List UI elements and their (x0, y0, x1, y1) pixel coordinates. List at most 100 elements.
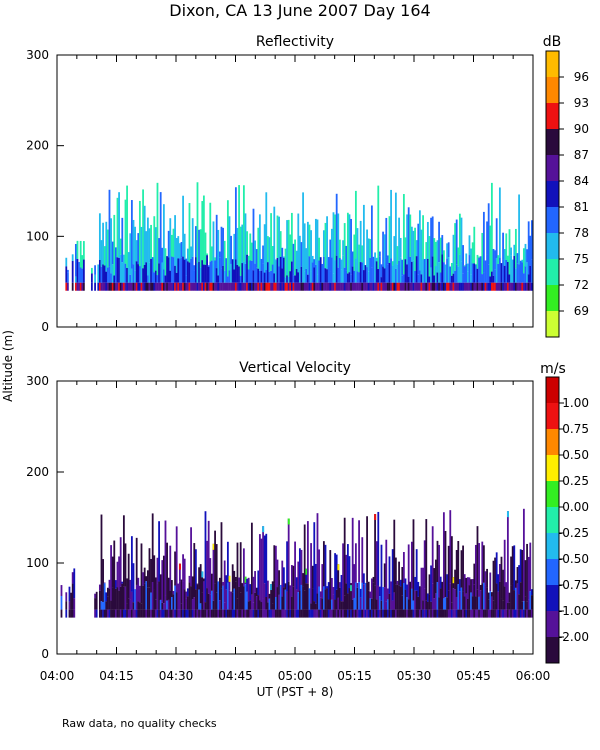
reflectivity-echo-column (321, 263, 324, 291)
reflectivity-echo-column (114, 247, 117, 291)
velocity-echo-column (153, 555, 156, 618)
y-axis-label: Altitude (m) (1, 330, 15, 402)
reflectivity-echo-column (226, 200, 229, 291)
velocity-colorbar-swatch (546, 507, 559, 533)
velocity-echo-column (511, 546, 514, 618)
reflectivity-echo-column (369, 239, 372, 291)
figure-title: Dixon, CA 13 June 2007 Day 164 (169, 1, 430, 20)
velocity-echo-column (199, 564, 202, 618)
velocity-echo-column (186, 588, 189, 618)
reflectivity-echo-column (214, 257, 216, 291)
velocity-echo-column (254, 571, 256, 618)
reflectivity-echo-column (356, 228, 359, 291)
reflectivity-echo-column (118, 192, 120, 291)
reflectivity-echo-column (494, 250, 496, 291)
reflectivity-echo-column (521, 259, 524, 291)
reflectivity-echo-column (287, 219, 290, 291)
reflectivity-echo-column (297, 213, 300, 291)
reflectivity-echo-column (425, 242, 428, 291)
reflectivity-echo-column (386, 255, 389, 291)
velocity-y-tick-label: 300 (26, 374, 49, 388)
velocity-echo-column (500, 556, 503, 618)
velocity-echo-column (498, 564, 501, 618)
reflectivity-echo-column (175, 237, 178, 291)
reflectivity-echo-column (65, 257, 68, 291)
reflectivity-echo-column (206, 253, 208, 291)
velocity-colorbar-frame (545, 376, 560, 664)
reflectivity-echo-column (274, 259, 277, 291)
reflectivity-echo-column (391, 261, 394, 291)
reflectivity-echo-column (476, 254, 479, 291)
velocity-echo-column (271, 581, 274, 618)
velocity-echo-column (446, 574, 448, 618)
velocity-echo-column (452, 577, 455, 618)
reflectivity-echo-column (161, 247, 164, 291)
velocity-echo-column (300, 549, 303, 618)
reflectivity-echo-column (519, 260, 522, 291)
velocity-echo-column (209, 558, 212, 618)
reflectivity-echo-column (505, 233, 508, 291)
velocity-echo-column (393, 519, 396, 618)
velocity-echo-column (484, 571, 487, 618)
velocity-echo-column (217, 581, 220, 618)
velocity-echo-column (127, 553, 130, 618)
reflectivity-echo-column (313, 259, 316, 291)
velocity-echo-column (366, 516, 368, 618)
quality-footnote: Raw data, no quality checks (62, 717, 217, 730)
velocity-echo-column (468, 577, 471, 618)
reflectivity-echo-column (74, 244, 77, 291)
reflectivity-echo-column (260, 258, 263, 291)
reflectivity-echo-column (154, 227, 157, 291)
reflectivity-echo-column (276, 215, 279, 291)
velocity-echo-column (94, 593, 96, 618)
velocity-echo-column (162, 555, 165, 618)
reflectivity-echo-column (169, 218, 172, 291)
velocity-panel: Vertical Velocity 0 100 200 300 m/s -2.00 -1… (26, 360, 589, 664)
velocity-echo-column (113, 540, 116, 618)
velocity-echo-column (354, 543, 357, 618)
velocity-echo-column (220, 522, 223, 618)
reflectivity-echo-column (220, 226, 223, 291)
velocity-echo-column (129, 579, 132, 618)
reflectivity-echo-column (516, 253, 519, 291)
velocity-echo-column (457, 541, 460, 618)
reflectivity-echo-column (362, 204, 365, 291)
reflectivity-echo-column (401, 259, 404, 291)
reflectivity-colorbar-unit: dB (543, 34, 562, 50)
reflectivity-echo-column (263, 224, 266, 291)
x-tick-label: 04:45 (218, 669, 253, 683)
velocity-echo-column (103, 582, 106, 618)
velocity-echo-column (126, 578, 128, 618)
velocity-echo-column (529, 542, 532, 618)
reflectivity-echo-column (138, 200, 141, 291)
reflectivity-echo-column (498, 187, 501, 291)
reflectivity-colorbar-swatch (546, 259, 559, 285)
velocity-echo-column (423, 540, 426, 618)
velocity-title: Vertical Velocity (239, 360, 351, 376)
velocity-echo-column (361, 537, 364, 618)
reflectivity-echo-column (250, 242, 253, 291)
velocity-echo-column (386, 588, 389, 618)
velocity-echo-column (158, 521, 160, 618)
velocity-echo-column (250, 522, 253, 618)
velocity-echo-column (527, 556, 530, 618)
reflectivity-echo-column (241, 224, 244, 291)
reflectivity-echo-column (375, 257, 378, 291)
reflectivity-echo-column (122, 254, 125, 291)
reflectivity-echo-column (340, 259, 343, 291)
velocity-echo-column (175, 526, 178, 618)
reflectivity-echo-column (262, 245, 264, 291)
velocity-echo-column (172, 590, 175, 618)
reflectivity-echo-column (514, 228, 517, 291)
velocity-echo-column (321, 564, 324, 618)
reflectivity-echo-column (417, 223, 420, 291)
velocity-echo-column (266, 580, 269, 618)
reflectivity-echo-column (130, 200, 133, 291)
velocity-echo-column (327, 582, 330, 618)
reflectivity-echo-column (170, 234, 173, 291)
reflectivity-echo-column (247, 255, 250, 291)
velocity-echo-column (367, 581, 370, 618)
reflectivity-echo-column (394, 192, 397, 291)
reflectivity-echo-column (234, 187, 237, 291)
velocity-echo-column (465, 577, 468, 618)
